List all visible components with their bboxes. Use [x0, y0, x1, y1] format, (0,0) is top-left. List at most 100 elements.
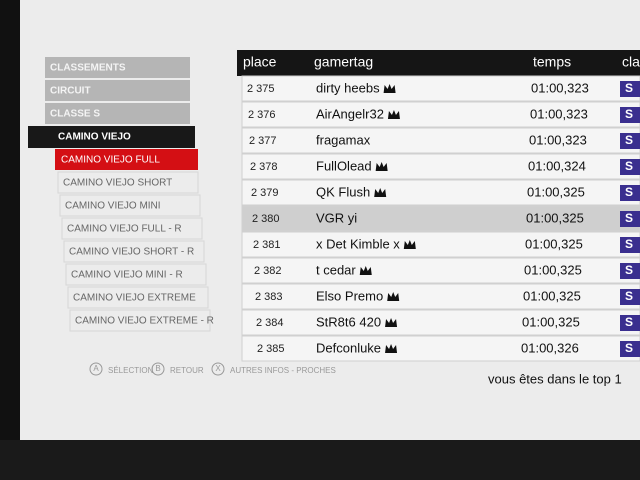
temps: 01:00,325 — [524, 262, 582, 277]
place: 2 381 — [253, 239, 281, 251]
crown-icon — [375, 162, 388, 171]
menu-item-label: CAMINO VIEJO EXTREME - R — [75, 316, 214, 327]
menu-item[interactable] — [63, 240, 205, 263]
gamertag: Defconluke — [316, 340, 381, 355]
class-badge-bg — [620, 237, 640, 253]
gamertag: x Det Kimble x — [316, 236, 400, 251]
button-icon — [211, 362, 225, 376]
menu-header — [45, 57, 190, 78]
gamertag: fragamax — [316, 132, 371, 147]
table-row — [241, 335, 640, 362]
crown-icon — [385, 318, 398, 327]
temps: 01:00,325 — [527, 184, 585, 199]
gamertag: dirty heebs — [316, 80, 380, 95]
temps: 01:00,325 — [522, 314, 580, 329]
table-row — [241, 205, 640, 232]
button-icon — [89, 362, 103, 376]
menu-item[interactable] — [69, 309, 211, 332]
temps: 01:00,323 — [529, 132, 587, 147]
menu-item-label: CAMINO VIEJO FULL - R — [67, 224, 182, 235]
class-badge-bg — [620, 107, 640, 123]
place: 2 382 — [254, 265, 282, 277]
menu-item-label: CAMINO VIEJO MINI - R — [71, 270, 183, 281]
place: 2 383 — [255, 291, 283, 303]
class-badge: S — [625, 185, 633, 199]
place: 2 378 — [250, 161, 278, 173]
table-row — [241, 231, 640, 258]
button-key: A — [93, 364, 99, 373]
rank-text: vous êtes dans le top 1 — [488, 371, 622, 386]
button-key: X — [215, 364, 221, 373]
menu-header — [45, 103, 190, 124]
gamertag: t cedar — [316, 262, 356, 277]
temps: 01:00,323 — [530, 106, 588, 121]
class-badge-bg — [620, 81, 640, 97]
gamertag: FullOlead — [316, 158, 372, 173]
place: 2 377 — [249, 135, 277, 147]
menu-item[interactable] — [67, 286, 209, 309]
gamertag: QK Flush — [316, 184, 370, 199]
table-row — [241, 101, 640, 128]
menu-item-label: CAMINO VIEJO SHORT — [63, 178, 172, 189]
menu-item[interactable] — [65, 263, 207, 286]
menu-header-label: CIRCUIT — [50, 86, 91, 97]
crown-icon — [403, 240, 416, 249]
col-header: cla — [622, 54, 640, 70]
menu-item[interactable] — [59, 194, 201, 217]
class-badge: S — [625, 341, 633, 355]
crown-icon — [374, 188, 387, 197]
crown-icon — [383, 84, 396, 93]
class-badge: S — [625, 81, 633, 95]
menu-header-label: CLASSEMENTS — [50, 63, 126, 74]
class-badge: S — [625, 159, 633, 173]
temps: 01:00,323 — [531, 80, 589, 95]
place: 2 379 — [251, 187, 279, 199]
menu-selected[interactable] — [55, 149, 198, 170]
place: 2 385 — [257, 343, 285, 355]
table-row — [241, 257, 640, 284]
table-row — [241, 283, 640, 310]
button-label: AUTRES INFOS - PROCHES — [230, 366, 336, 375]
class-badge: S — [625, 237, 633, 251]
bezel — [0, 440, 640, 480]
menu-item[interactable] — [57, 171, 199, 194]
menu-item[interactable] — [61, 217, 203, 240]
menu-track[interactable] — [28, 126, 195, 148]
class-badge: S — [625, 263, 633, 277]
temps: 01:00,325 — [525, 236, 583, 251]
menu-header — [45, 80, 190, 101]
temps: 01:00,324 — [528, 158, 586, 173]
class-badge: S — [625, 133, 633, 147]
crown-icon — [385, 344, 398, 353]
table-row — [241, 127, 640, 154]
temps: 01:00,325 — [523, 288, 581, 303]
class-badge-bg — [620, 341, 640, 357]
table-row — [241, 153, 640, 180]
menu-header-label: CLASSE S — [50, 109, 100, 120]
place: 2 380 — [252, 213, 280, 225]
table-header-bg — [237, 50, 640, 76]
place: 2 375 — [247, 83, 275, 95]
button-key: B — [155, 364, 160, 373]
col-header: temps — [533, 54, 571, 70]
class-badge-bg — [620, 185, 640, 201]
menu-track-label: CAMINO VIEJO — [58, 132, 131, 143]
col-header: place — [243, 54, 277, 70]
crown-icon — [359, 266, 372, 275]
menu-selected-label: CAMINO VIEJO FULL — [61, 155, 160, 166]
class-badge-bg — [620, 211, 640, 227]
button-icon — [151, 362, 165, 376]
gamertag: VGR yi — [316, 210, 357, 225]
button-label: RETOUR — [170, 366, 204, 375]
class-badge-bg — [620, 159, 640, 175]
place: 2 376 — [248, 109, 276, 121]
temps: 01:00,325 — [526, 210, 584, 225]
place: 2 384 — [256, 317, 284, 329]
class-badge: S — [625, 107, 633, 121]
class-badge: S — [625, 211, 633, 225]
class-badge-bg — [620, 263, 640, 279]
gamertag: StR8t6 420 — [316, 314, 381, 329]
menu-item-label: CAMINO VIEJO SHORT - R — [69, 247, 194, 258]
